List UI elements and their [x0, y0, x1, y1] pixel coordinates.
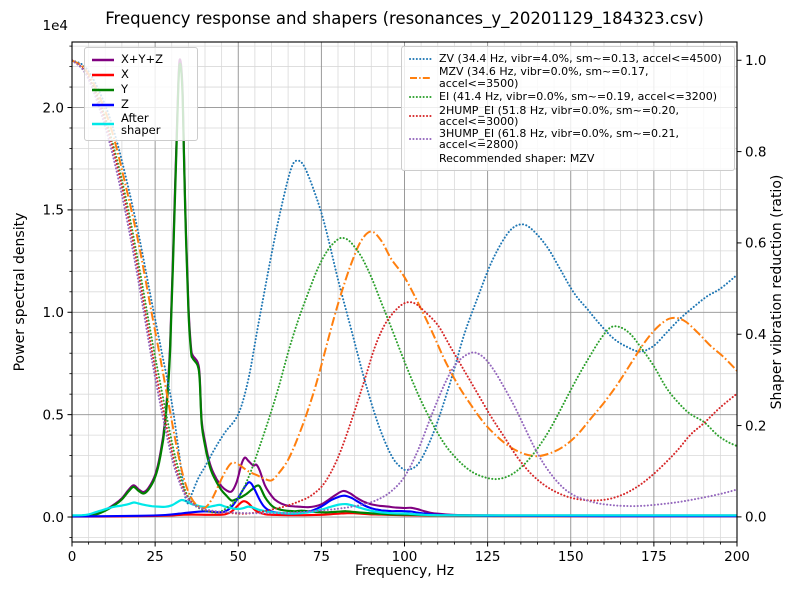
psd-curve-y [72, 62, 737, 518]
y-axis-left-label: Power spectral density [12, 212, 28, 372]
x-tick-label: 200 [724, 549, 750, 565]
legend-entry-mzv-label: MZV (34.6 Hz, vibr=0.0%, sm~=0.17, accel… [439, 65, 649, 90]
legend-entry-y: Y [91, 82, 191, 97]
legend-dotted-swatch [409, 57, 433, 60]
legend-entry-3hump-ei-label: 3HUMP_EI (61.8 Hz, vibr=0.0%, sm~=0.21, … [439, 126, 680, 152]
legend-line-swatch [92, 103, 114, 106]
legend-entry-mzv: MZV (34.6 Hz, vibr=0.0%, sm~=0.17, accel… [409, 66, 727, 89]
legend-line-swatch [92, 58, 114, 61]
axes: 0 25 50 75 100 125 150 175 200 0.0 0.5 1.0 1.5 2.0 0.0… [43, 41, 766, 565]
legend-entry-z: Z [91, 97, 191, 112]
shaper-curve-3hump-ei [72, 59, 737, 515]
legend-recommended-shaper: Recommended shaper: MZV [409, 151, 727, 166]
legend-shapers: ZV (34.4 Hz, vibr=4.0%, sm~=0.13, accel<… [401, 46, 735, 172]
y-axis-right-label: Shaper vibration reduction (ratio) [769, 174, 785, 410]
y-left-tick-label: 1.5 [43, 203, 64, 219]
shaper-curve-mzv [72, 59, 737, 510]
shaper-curve-zv [72, 59, 737, 505]
legend-dotted-swatch [409, 115, 433, 118]
y-right-tick-label: 0.4 [745, 327, 766, 343]
x-tick-label: 0 [68, 549, 77, 565]
legend-recommended-shaper-label: Recommended shaper: MZV [439, 151, 595, 165]
legend-entry-2hump-ei-label: 2HUMP_EI (51.8 Hz, vibr=0.0%, sm~=0.20, … [439, 103, 680, 129]
x-tick-label: 175 [641, 549, 667, 565]
legend-psd: X+Y+Z X Y Z After shaper [84, 47, 198, 142]
y-right-tick-label: 0.8 [745, 144, 766, 160]
legend-entry-after-shaper-label: After shaper [121, 111, 161, 138]
legend-dotted-swatch [409, 138, 433, 141]
legend-entry-zv-label: ZV (34.4 Hz, vibr=4.0%, sm~=0.13, accel<… [439, 51, 722, 65]
x-tick-label: 75 [313, 549, 330, 565]
y-axis-offset-text: 1e4 [42, 18, 68, 34]
y-right-tick-label: 0.6 [745, 236, 766, 252]
legend-line-swatch [92, 73, 114, 76]
y-right-tick-label: 0.2 [745, 418, 766, 434]
legend-entry-x-y-z-label: X+Y+Z [121, 52, 164, 67]
legend-entry-after-shaper: After shaper [91, 112, 191, 136]
x-tick-label: 150 [558, 549, 584, 565]
y-right-tick-label: 1.0 [745, 53, 766, 69]
legend-line-swatch [92, 88, 114, 91]
x-tick-label: 50 [230, 549, 247, 565]
y-left-tick-label: 2.0 [43, 100, 64, 116]
legend-entry-y-label: Y [121, 82, 129, 97]
y-right-tick-label: 0.0 [745, 510, 766, 526]
x-tick-label: 100 [392, 549, 418, 565]
legend-entry-2hump-ei: 2HUMP_EI (51.8 Hz, vibr=0.0%, sm~=0.20, … [409, 103, 727, 129]
y-left-tick-label: 1.0 [43, 305, 64, 321]
legend-line-swatch [92, 122, 114, 126]
legend-entry-3hump-ei: 3HUMP_EI (61.8 Hz, vibr=0.0%, sm~=0.21, … [409, 126, 727, 152]
legend-entry-ei: EI (41.4 Hz, vibr=0.0%, sm~=0.19, accel<… [409, 89, 727, 104]
legend-entry-ei-label: EI (41.4 Hz, vibr=0.0%, sm~=0.19, accel<… [439, 90, 717, 104]
shaper-curve-2hump-ei [72, 59, 737, 515]
legend-entry-x-y-z: X+Y+Z [91, 52, 191, 67]
x-axis-label: Frequency, Hz [354, 563, 455, 579]
y-left-tick-label: 0.0 [43, 510, 64, 526]
y-left-tick-label: 0.5 [43, 407, 64, 423]
legend-entry-zv: ZV (34.4 Hz, vibr=4.0%, sm~=0.13, accel<… [409, 51, 727, 66]
legend-dashdot-swatch [410, 76, 432, 79]
x-tick-label: 25 [147, 549, 164, 565]
legend-entry-x: X [91, 67, 191, 82]
chart-title: Frequency response and shapers (resonanc… [105, 9, 704, 28]
x-tick-label: 125 [475, 549, 501, 565]
legend-entry-z-label: Z [121, 97, 129, 112]
psd-curve-after-shaper [72, 498, 737, 517]
legend-entry-x-label: X [121, 67, 129, 82]
plot-curves [72, 58, 737, 518]
legend-dotted-swatch [409, 96, 433, 99]
